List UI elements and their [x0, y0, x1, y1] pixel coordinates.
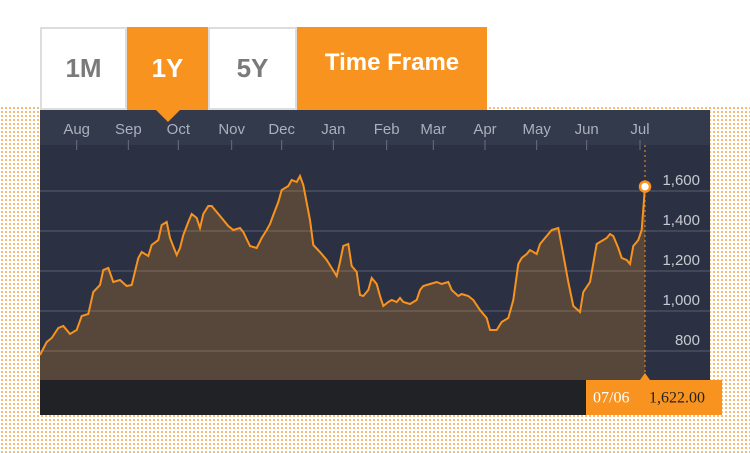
y-tick-label: 1,000: [662, 292, 700, 309]
x-tick-label: Apr: [473, 121, 496, 138]
x-tick-label: Dec: [268, 121, 295, 138]
timeframe-button[interactable]: 5Y: [208, 27, 297, 110]
y-tick-label: 1,200: [662, 252, 700, 269]
y-tick-label: 800: [675, 332, 700, 349]
selected-caret: [155, 110, 180, 122]
month-bar: [40, 110, 710, 145]
x-tick-label: Oct: [167, 121, 191, 138]
x-tick-label: Nov: [218, 121, 245, 138]
y-tick-label: 1,600: [662, 172, 700, 189]
x-tick-label: Feb: [374, 121, 400, 138]
x-tick-label: Sep: [115, 121, 142, 138]
x-tick-label: Jan: [321, 121, 345, 138]
x-tick-label: Jul: [630, 121, 649, 138]
plot-area: [40, 145, 710, 380]
x-tick-label: Jun: [575, 121, 599, 138]
x-tick-label: May: [522, 121, 551, 138]
tooltip-date: 07/06: [593, 390, 629, 407]
tooltip-value: 1,622.00: [649, 390, 705, 407]
area: [40, 176, 645, 380]
timeframe-button[interactable]: 1Y: [127, 27, 208, 110]
line: [39, 173, 646, 356]
tooltip-box: [586, 380, 722, 415]
timeframe-button[interactable]: 1M: [40, 27, 127, 110]
x-tick-label: Mar: [420, 121, 446, 138]
time-frame-label: Time Frame: [297, 27, 487, 110]
tooltip-caret: [640, 373, 650, 380]
x-tick-label: Aug: [63, 121, 90, 138]
last-point: [638, 180, 652, 193]
y-tick-label: 1,400: [662, 212, 700, 229]
